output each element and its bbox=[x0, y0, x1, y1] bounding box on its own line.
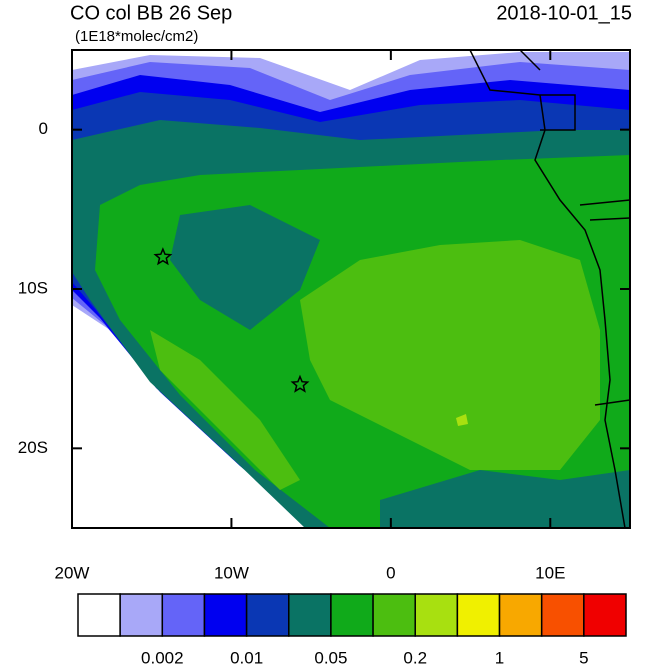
colorbar-label: 0.2 bbox=[403, 648, 427, 667]
colorbar-label: 0.01 bbox=[230, 648, 263, 667]
colorbar-label: 1 bbox=[495, 648, 504, 667]
colorbar-box bbox=[540, 593, 585, 637]
x-tick-label: 0 bbox=[386, 563, 395, 582]
colorbar-box bbox=[77, 593, 121, 637]
colorbar-box bbox=[372, 593, 416, 637]
y-tick-label: 20S bbox=[18, 438, 48, 457]
title: CO col BB 26 Sep bbox=[70, 2, 232, 24]
colorbar-box bbox=[498, 593, 543, 637]
datetime: 2018-10-01_15 bbox=[496, 2, 632, 24]
site-marker bbox=[290, 374, 310, 393]
colorbar-box bbox=[161, 593, 206, 637]
colorbar-box bbox=[414, 593, 459, 637]
colorbar-box bbox=[245, 593, 290, 637]
y-tick-label: 10S bbox=[18, 278, 48, 297]
colorbar-label: 0.05 bbox=[314, 648, 347, 667]
site-marker bbox=[153, 247, 173, 266]
x-tick-label: 10E bbox=[535, 563, 565, 582]
colorbar-box bbox=[288, 593, 332, 637]
colorbar-label: 0.002 bbox=[141, 648, 184, 667]
colorbar-box bbox=[119, 593, 164, 637]
y-tick-label: 0 bbox=[39, 119, 48, 138]
colorbar-box bbox=[583, 593, 627, 637]
colorbar-label: 5 bbox=[579, 648, 588, 667]
x-tick-label: 10W bbox=[214, 563, 249, 582]
colorbar-box bbox=[330, 593, 374, 637]
units: (1E18*molec/cm2) bbox=[75, 28, 198, 45]
colorbar-box bbox=[203, 593, 248, 637]
map-field bbox=[72, 50, 630, 528]
x-tick-label: 20W bbox=[55, 563, 90, 582]
colorbar-box bbox=[456, 593, 501, 637]
